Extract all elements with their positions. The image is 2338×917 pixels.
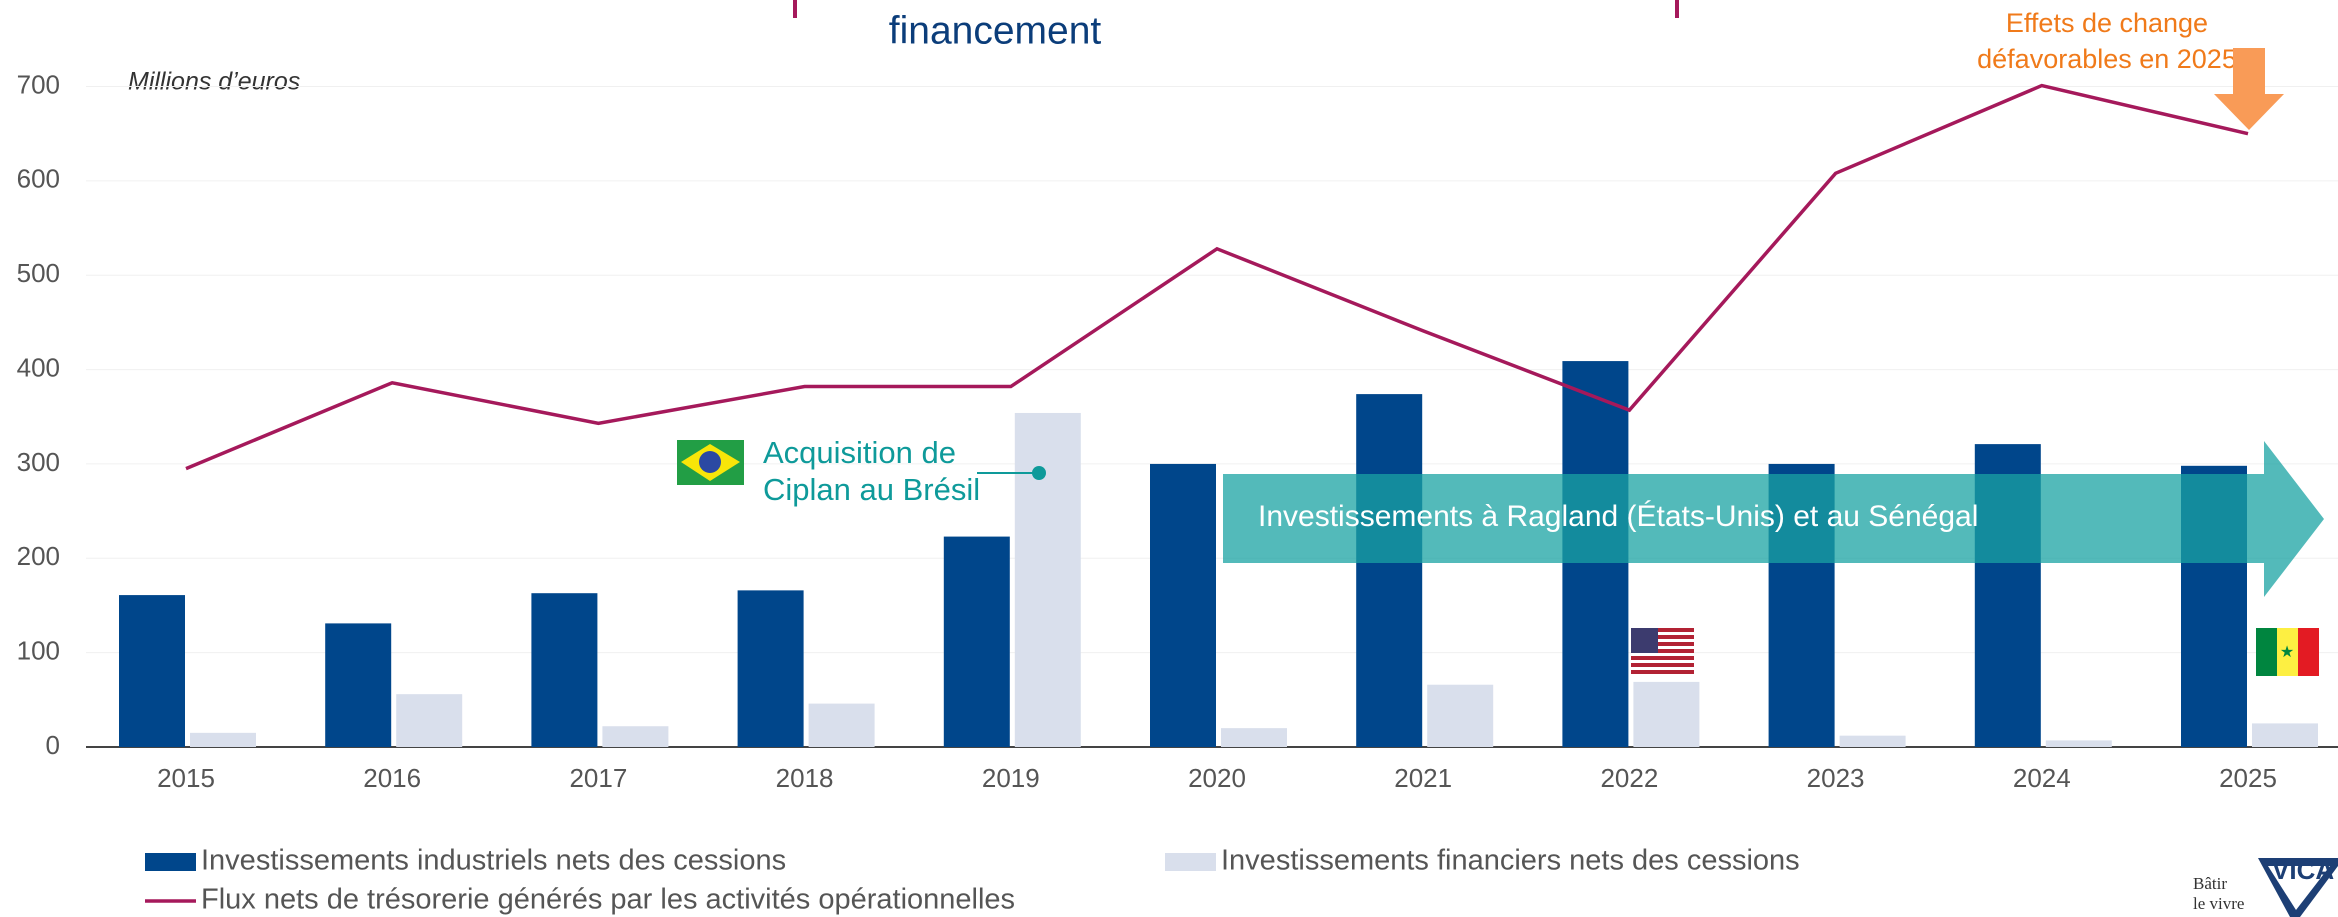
svg-text:★: ★: [2280, 644, 2294, 661]
x-tick-label: 2015: [157, 763, 215, 793]
legend-swatch: [1165, 853, 1216, 871]
legend-label: Flux nets de trésorerie générés par les …: [201, 884, 1015, 916]
y-tick-label: 300: [17, 447, 60, 477]
bar: [119, 595, 185, 747]
x-tick-label: 2022: [1600, 763, 1658, 793]
annotation-text: Effets de change: [2006, 8, 2208, 38]
x-tick-label: 2023: [1807, 763, 1865, 793]
legend-label: Investissements industriels nets des ces…: [201, 845, 786, 877]
y-tick-label: 400: [17, 352, 60, 382]
callout-dot: [1032, 466, 1046, 480]
flag-usa: [1631, 628, 1694, 676]
x-tick-label: 2018: [776, 763, 834, 793]
bar: [1014, 412, 1081, 747]
logo-mark: [2268, 866, 2330, 910]
y-tick-label: 500: [17, 258, 60, 288]
line: [185, 83, 2249, 471]
bar: [325, 623, 392, 747]
x-tick-label: 2017: [569, 763, 627, 793]
flag-brazil: [677, 440, 744, 485]
annotation-text: défavorables en 2025: [1977, 44, 2237, 74]
chart-title: financement: [889, 9, 1102, 52]
legend: Investissements industriels nets des ces…: [145, 845, 1800, 916]
arrow-text: Investissements à Ragland (États-Unis) e…: [1258, 500, 1978, 533]
y-tick-label: 100: [17, 636, 60, 666]
x-tick-label: 2020: [1188, 763, 1246, 793]
x-tick-label: 2016: [363, 763, 421, 793]
y-tick-label: 200: [17, 541, 60, 571]
bar: [1150, 463, 1216, 747]
fx-arrow: [2214, 48, 2284, 130]
plot: 0 100 200 300 400 500 600 700 2015 2016 2017 2018 20…: [17, 69, 2338, 793]
bar: [2045, 740, 2112, 747]
bar: [943, 536, 1010, 747]
bar: [531, 593, 598, 747]
x-tick-label: 2021: [1394, 763, 1452, 793]
bar: [602, 726, 669, 747]
bar: [190, 732, 256, 747]
y-tick-label: 0: [46, 730, 60, 760]
arrow-annotation: [1223, 441, 2324, 597]
bar: [396, 694, 463, 747]
logo-text: le vivre: [2193, 894, 2244, 913]
y-tick-label: 700: [17, 69, 60, 99]
legend-label: Investissements financiers nets des cess…: [1221, 845, 1800, 877]
bar: [737, 590, 804, 747]
annotation-text: Acquisition de: [763, 435, 956, 470]
bar: [1221, 728, 1287, 747]
flag-senegal: ★: [2256, 628, 2319, 676]
x-tick-label: 2024: [2013, 763, 2071, 793]
y-tick-label: 600: [17, 164, 60, 194]
bar: [2252, 723, 2318, 747]
logo-text: Bâtir: [2193, 874, 2227, 893]
y-axis-label: Millions d’euros: [128, 68, 300, 96]
logo-text: VICA: [2272, 855, 2334, 885]
bar: [1356, 394, 1423, 747]
bar: [808, 703, 875, 747]
x-tick-label: 2025: [2219, 763, 2277, 793]
bar: [1839, 735, 1906, 747]
annotation-text: Ciplan au Brésil: [763, 472, 980, 507]
bar: [1633, 681, 1700, 747]
bar: [1427, 684, 1494, 747]
legend-swatch: [145, 853, 196, 871]
x-tick-label: 2019: [982, 763, 1040, 793]
